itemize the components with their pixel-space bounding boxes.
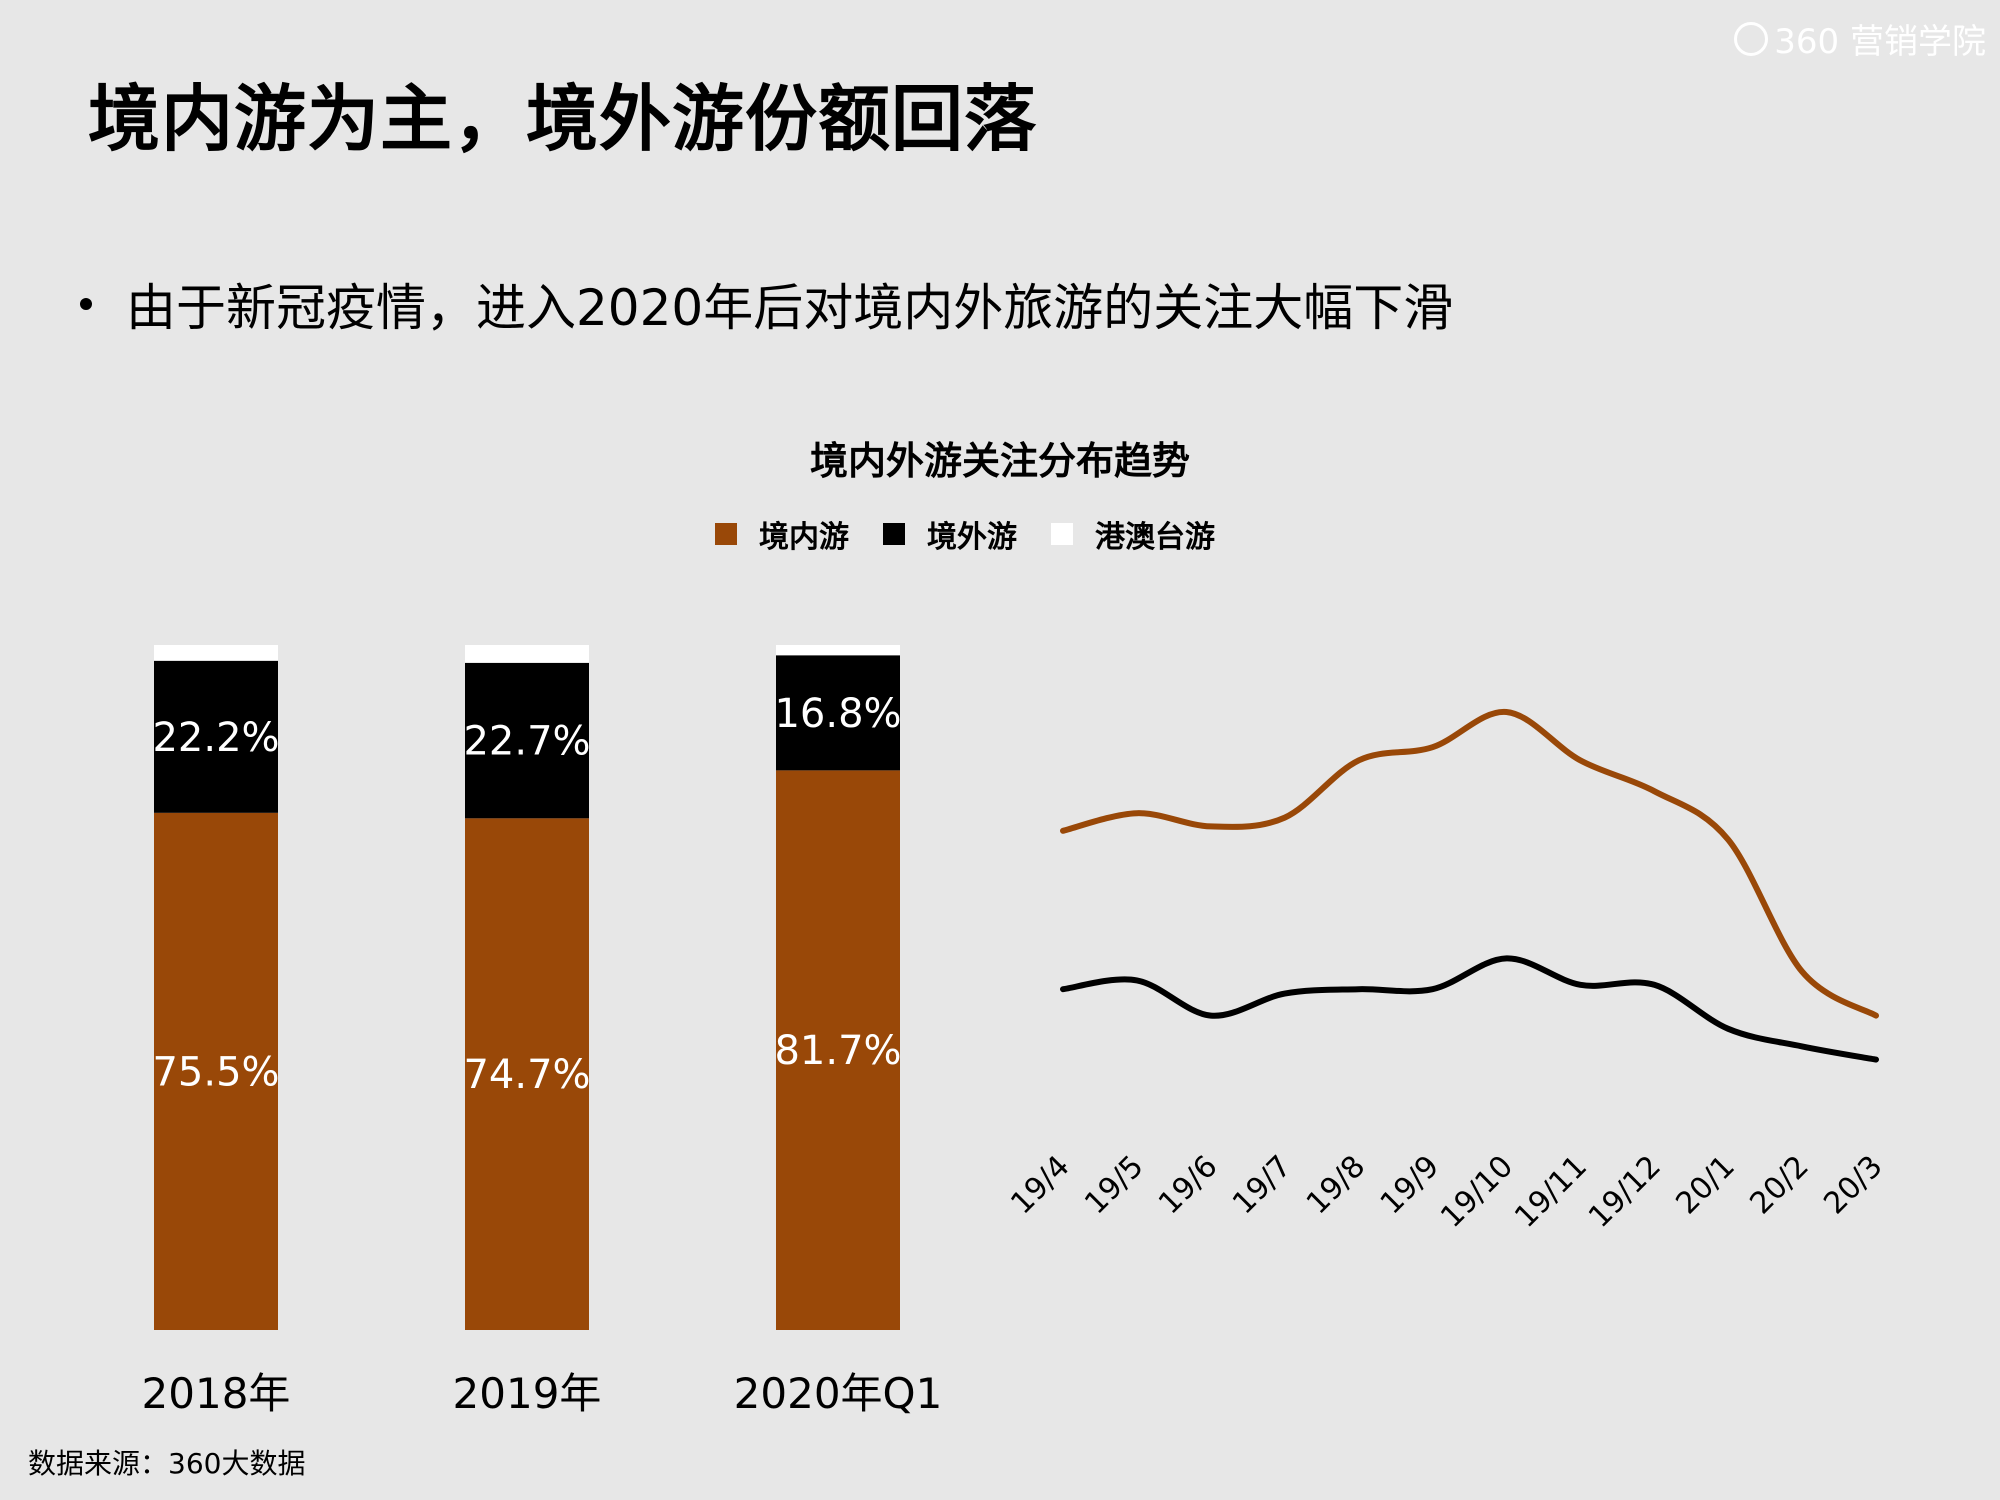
line-point-domestic-0 bbox=[1062, 830, 1064, 832]
line-point-outbound-5 bbox=[1432, 988, 1434, 990]
line-point-outbound-0 bbox=[1062, 988, 1064, 990]
bar-outbound-2 bbox=[776, 655, 900, 771]
legend-swatch-outbound bbox=[883, 523, 905, 545]
legend-label-domestic: 境内游 bbox=[759, 520, 849, 555]
x-tick-label-6: 19/10 bbox=[1434, 1149, 1520, 1235]
bar-domestic-2 bbox=[776, 770, 900, 1330]
line-point-domestic-10 bbox=[1801, 971, 1803, 973]
bar-label-outbound-1: 22.7% bbox=[463, 719, 590, 765]
line-series-outbound bbox=[1060, 955, 1879, 1063]
bar-outbound-0 bbox=[154, 660, 278, 813]
line-point-outbound-3 bbox=[1284, 993, 1286, 995]
x-tick-label-3: 19/7 bbox=[1226, 1149, 1298, 1221]
x-tick-label-0: 19/4 bbox=[1004, 1149, 1076, 1221]
legend-label-outbound: 境外游 bbox=[927, 520, 1017, 555]
line-point-outbound-1 bbox=[1136, 979, 1138, 981]
chart-legend: 境内游 境外游 港澳台游 bbox=[715, 512, 1249, 556]
legend-label-hmt: 港澳台游 bbox=[1095, 520, 1215, 555]
bullet-dot-icon bbox=[80, 298, 92, 310]
line-point-outbound-9 bbox=[1727, 1028, 1729, 1030]
bar-outbound-1 bbox=[465, 662, 589, 819]
line-point-outbound-10 bbox=[1801, 1045, 1803, 1047]
legend-swatch-domestic bbox=[715, 523, 737, 545]
legend-swatch-hmt bbox=[1051, 523, 1073, 545]
bar-label-outbound-2: 16.8% bbox=[774, 691, 901, 737]
line-point-outbound-8 bbox=[1653, 984, 1655, 986]
line-point-domestic-5 bbox=[1432, 746, 1434, 748]
logo-text: 360 营销学院 bbox=[1774, 22, 1986, 62]
bar-label-domestic-0: 75.5% bbox=[152, 1049, 279, 1095]
bar-hmt-2 bbox=[776, 645, 900, 656]
x-tick-label-4: 19/8 bbox=[1300, 1149, 1372, 1221]
bar-hmt-0 bbox=[154, 645, 278, 661]
bar-domestic-1 bbox=[465, 818, 589, 1330]
legend-item-domestic: 境内游 bbox=[715, 512, 849, 556]
line-point-domestic-8 bbox=[1653, 790, 1655, 792]
brand-logo: 360 营销学院 bbox=[1734, 14, 1986, 63]
x-tick-label-10: 20/2 bbox=[1743, 1149, 1815, 1221]
line-point-outbound-11 bbox=[1875, 1059, 1877, 1061]
bar-domestic-0 bbox=[154, 812, 278, 1330]
line-point-domestic-9 bbox=[1727, 839, 1729, 841]
line-point-domestic-2 bbox=[1210, 825, 1212, 827]
logo-circle-icon bbox=[1734, 21, 1769, 56]
x-tick-label-1: 19/5 bbox=[1078, 1149, 1150, 1221]
line-point-outbound-4 bbox=[1358, 988, 1360, 990]
bar-category-label-0: 2018年 bbox=[142, 1369, 291, 1418]
line-point-domestic-11 bbox=[1875, 1015, 1877, 1017]
x-tick-label-11: 20/3 bbox=[1817, 1149, 1889, 1221]
line-point-domestic-1 bbox=[1136, 812, 1138, 814]
bar-category-label-1: 2019年 bbox=[453, 1369, 602, 1418]
data-source: 数据来源：360大数据 bbox=[28, 1447, 306, 1480]
x-tick-label-7: 19/11 bbox=[1508, 1149, 1594, 1235]
x-tick-label-8: 19/12 bbox=[1582, 1149, 1668, 1235]
legend-item-hmt: 港澳台游 bbox=[1051, 512, 1215, 556]
line-point-domestic-3 bbox=[1284, 817, 1286, 819]
x-tick-label-2: 19/6 bbox=[1152, 1149, 1224, 1221]
line-point-domestic-7 bbox=[1579, 759, 1581, 761]
line-point-outbound-7 bbox=[1579, 984, 1581, 986]
chart-title: 境内外游关注分布趋势 bbox=[809, 439, 1190, 483]
bar-hmt-1 bbox=[465, 645, 589, 663]
line-point-domestic-6 bbox=[1505, 711, 1507, 713]
bar-label-outbound-0: 22.2% bbox=[152, 715, 279, 761]
bullet-text: 由于新冠疫情，进入2020年后对境内外旅游的关注大幅下滑 bbox=[126, 279, 1454, 337]
x-tick-label-9: 20/1 bbox=[1669, 1149, 1741, 1221]
bar-label-domestic-1: 74.7% bbox=[463, 1052, 590, 1098]
line-point-outbound-6 bbox=[1505, 957, 1507, 959]
page-title: 境内游为主，境外游份额回落 bbox=[88, 77, 1038, 161]
line-series-domestic bbox=[1060, 708, 1879, 1019]
line-point-domestic-4 bbox=[1358, 759, 1360, 761]
bar-label-domestic-2: 81.7% bbox=[774, 1028, 901, 1074]
bar-category-label-2: 2020年Q1 bbox=[734, 1369, 943, 1418]
line-point-outbound-2 bbox=[1210, 1015, 1212, 1017]
legend-item-outbound: 境外游 bbox=[883, 512, 1017, 556]
bullet-point: 由于新冠疫情，进入2020年后对境内外旅游的关注大幅下滑 bbox=[80, 268, 1453, 340]
